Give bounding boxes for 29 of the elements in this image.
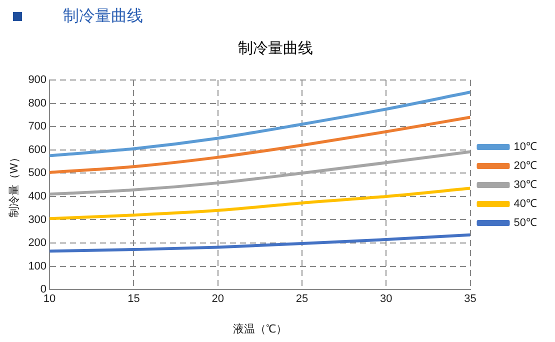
y-tick-label: 400: [28, 190, 47, 202]
legend-label: 30℃: [514, 179, 538, 192]
y-tick-label: 800: [28, 97, 47, 110]
chart-subtitle: 制冷量曲线: [238, 38, 313, 57]
legend-label: 50℃: [514, 217, 538, 230]
y-tick-label: 500: [28, 167, 47, 180]
y-axis-title: 制冷量（W）: [8, 152, 21, 218]
y-tick-label: 600: [28, 144, 47, 156]
legend-label: 10℃: [514, 141, 538, 154]
y-tick-label: 300: [28, 214, 47, 226]
line-series: [50, 90, 470, 158]
x-tick-label: 15: [128, 293, 140, 306]
line-series: [50, 233, 470, 253]
line-series: [50, 116, 470, 174]
x-tick-label: 20: [212, 293, 224, 306]
chart-title: 制冷量曲线: [63, 6, 143, 27]
y-tick-label: 100: [28, 260, 47, 272]
y-tick-label: 200: [28, 237, 47, 250]
line-series: [50, 186, 470, 220]
y-tick-label: 900: [28, 74, 47, 86]
x-axis-title: 液温（℃）: [232, 322, 287, 336]
legend-label: 40℃: [514, 198, 538, 210]
x-tick-label: 35: [464, 293, 476, 306]
x-tick-label: 10: [43, 293, 56, 306]
x-tick-label: 30: [380, 293, 392, 306]
legend-label: 20℃: [514, 160, 538, 172]
line-series: [50, 150, 470, 196]
x-tick-label: 25: [296, 293, 308, 306]
y-tick-label: 700: [28, 120, 47, 133]
